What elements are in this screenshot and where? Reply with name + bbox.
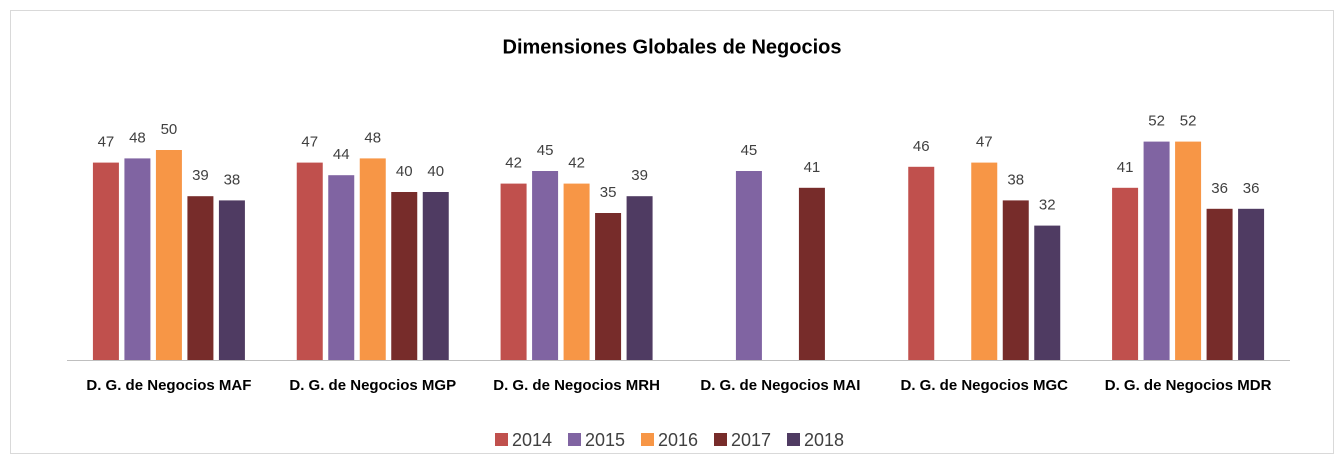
legend-label: 2018	[804, 430, 844, 450]
bar	[500, 183, 527, 360]
x-tick-label: D. G. de Negocios MAF	[86, 377, 252, 394]
bar	[1238, 208, 1265, 360]
data-label: 41	[804, 159, 821, 176]
data-label: 38	[224, 171, 241, 188]
bar	[187, 196, 214, 360]
bar	[595, 213, 622, 360]
data-label: 42	[568, 155, 585, 172]
x-tick-label: D. G. de Negocios MAI	[700, 377, 861, 394]
bar	[532, 171, 559, 360]
legend-label: 2016	[658, 430, 698, 450]
data-label: 35	[600, 184, 617, 201]
data-label: 39	[192, 167, 209, 184]
bar	[391, 192, 418, 360]
bar	[735, 171, 762, 360]
data-label: 46	[913, 138, 930, 155]
x-tick-label: D. G. de Negocios MGP	[289, 377, 457, 394]
bar	[124, 158, 151, 360]
bar	[1206, 208, 1233, 360]
legend-label: 2017	[731, 430, 771, 450]
data-label: 48	[364, 129, 381, 146]
legend-swatch	[787, 433, 800, 446]
legend-swatch	[641, 433, 654, 446]
bar	[1143, 141, 1170, 360]
data-label: 38	[1007, 171, 1024, 188]
data-label: 47	[301, 134, 318, 151]
legend-label: 2015	[585, 430, 625, 450]
bar	[908, 166, 935, 360]
data-label: 44	[333, 146, 350, 163]
bar	[1112, 187, 1139, 360]
bar	[563, 183, 590, 360]
data-label: 40	[427, 163, 444, 180]
bar	[626, 196, 653, 360]
bar	[296, 162, 323, 360]
data-label: 45	[741, 142, 758, 159]
x-tick-label: D. G. de Negocios MGC	[900, 377, 1069, 394]
bar	[328, 175, 355, 360]
bar	[92, 162, 119, 360]
legend-swatch	[495, 433, 508, 446]
x-tick-label: D. G. de Negocios MDR	[1104, 377, 1272, 394]
legend-swatch	[568, 433, 581, 446]
data-label: 36	[1243, 180, 1260, 197]
data-label: 52	[1148, 113, 1165, 130]
data-label: 47	[98, 134, 115, 151]
bar	[1002, 200, 1029, 360]
data-label: 50	[161, 121, 178, 138]
x-tick-label: D. G. de Negocios MRH	[493, 377, 660, 394]
bar	[798, 187, 825, 360]
bar	[1175, 141, 1202, 360]
data-label: 47	[976, 134, 993, 151]
data-label: 36	[1211, 180, 1228, 197]
bar	[422, 192, 449, 360]
bar	[1034, 225, 1061, 360]
bar	[155, 150, 182, 360]
data-label: 52	[1180, 113, 1197, 130]
data-label: 48	[129, 129, 146, 146]
chart-title: Dimensiones Globales de Negocios	[503, 36, 842, 58]
data-label: 42	[505, 155, 522, 172]
data-label: 32	[1039, 197, 1056, 214]
bar	[971, 162, 998, 360]
data-label: 41	[1117, 159, 1134, 176]
data-label: 39	[631, 167, 648, 184]
data-label: 45	[537, 142, 554, 159]
legend-swatch	[714, 433, 727, 446]
bar	[218, 200, 245, 360]
legend-label: 2014	[512, 430, 552, 450]
data-label: 40	[396, 163, 413, 180]
bar	[359, 158, 386, 360]
